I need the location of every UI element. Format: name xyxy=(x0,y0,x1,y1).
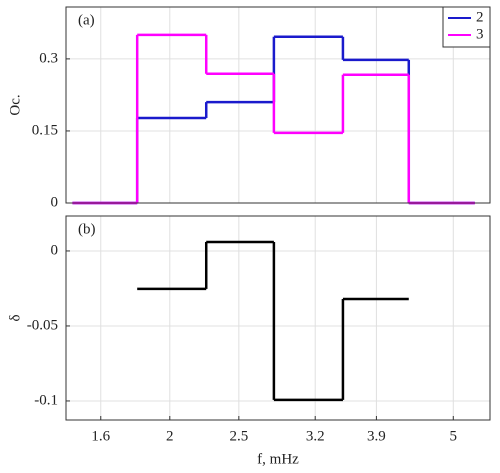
x-tick-label: 1.6 xyxy=(91,428,110,444)
x-tick-label: 2.5 xyxy=(229,428,248,444)
annotation: (b) xyxy=(78,221,96,237)
axes-frame xyxy=(65,6,491,204)
legend-label: 2 xyxy=(476,9,484,25)
x-tick-label: 3.2 xyxy=(306,428,325,444)
y-tick-label: 0.3 xyxy=(39,50,58,66)
y-axis-label: δ xyxy=(7,314,23,321)
x-tick-label: 5 xyxy=(450,428,458,444)
x-tick-label: 2 xyxy=(166,428,174,444)
axes-frame xyxy=(65,215,491,421)
y-tick-label: -0.1 xyxy=(34,392,58,408)
y-tick-label: 0.15 xyxy=(32,122,58,138)
y-tick-label: -0.05 xyxy=(27,317,58,333)
y-tick-label: 0 xyxy=(51,242,59,258)
x-axis-label: f, mHz xyxy=(257,451,299,467)
y-tick-label: 0 xyxy=(51,194,59,210)
legend-label: 3 xyxy=(476,26,484,42)
x-tick-label: 3.9 xyxy=(367,428,386,444)
annotation: (a) xyxy=(78,12,95,28)
legend-box xyxy=(442,6,491,48)
y-axis-label: Oc. xyxy=(7,94,23,115)
